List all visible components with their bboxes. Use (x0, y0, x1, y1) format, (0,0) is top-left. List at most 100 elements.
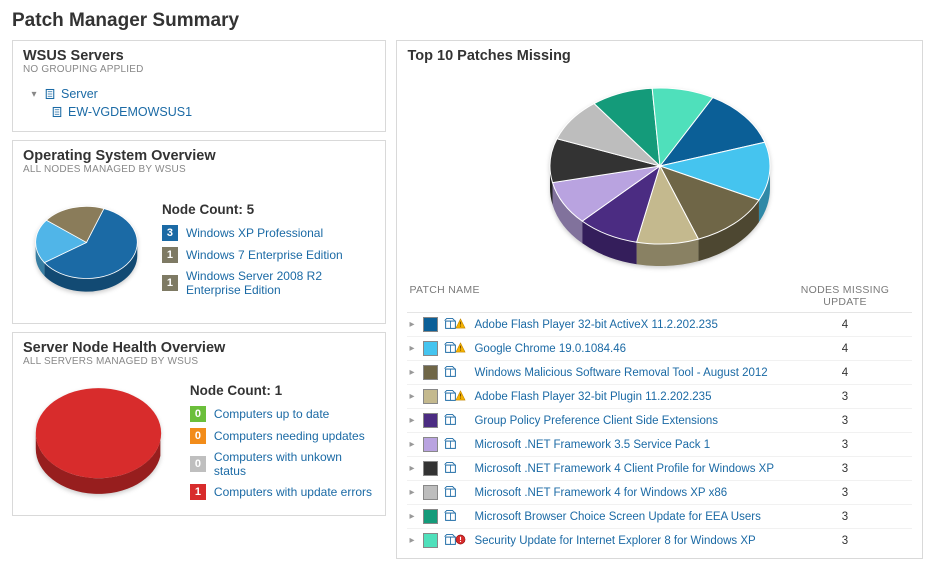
patch-row[interactable]: ▸ Adobe Flash Player 32-bit ActiveX 11.2.… (407, 313, 912, 337)
patches-pie-chart (530, 82, 790, 272)
expand-caret-icon[interactable]: ▸ (409, 343, 417, 354)
health-legend: Node Count: 1 0 Computers up to date 0 Comp… (190, 383, 374, 500)
warning-icon (458, 390, 466, 404)
health-item-row: 0 Computers needing updates (190, 428, 374, 444)
patches-panel-header: Top 10 Patches Missing (397, 41, 922, 68)
os-panel-subtitle: ALL NODES MANAGED BY WSUS (23, 164, 375, 175)
expand-caret-icon[interactable]: ▸ (409, 511, 417, 522)
caret-down-icon[interactable]: ▾ (29, 89, 39, 100)
os-node-count: Node Count: 5 (162, 202, 374, 217)
left-column: WSUS Servers NO GROUPING APPLIED ▾ Serve… (12, 40, 386, 559)
os-item-label[interactable]: Windows Server 2008 R2 Enterprise Editio… (186, 269, 374, 297)
patches-panel: Top 10 Patches Missing PATCH NAME NODES … (396, 40, 923, 559)
expand-caret-icon[interactable]: ▸ (409, 463, 417, 474)
patch-row[interactable]: ▸ Microsoft Browser Choice Screen Update … (407, 505, 912, 529)
patches-table-body: ▸ Adobe Flash Player 32-bit ActiveX 11.2.… (407, 313, 912, 552)
health-panel-subtitle: ALL SERVERS MANAGED BY WSUS (23, 356, 375, 367)
os-item-row: 1 Windows 7 Enterprise Edition (162, 247, 374, 263)
health-panel: Server Node Health Overview ALL SERVERS … (12, 332, 386, 516)
patch-name-link[interactable]: Microsoft .NET Framework 4 Client Profil… (474, 463, 774, 475)
expand-caret-icon[interactable]: ▸ (409, 415, 417, 426)
patch-name-link[interactable]: Group Policy Preference Client Side Exte… (474, 415, 774, 427)
patch-row[interactable]: ▸ Microsoft .NET Framework 4 Client Profi… (407, 457, 912, 481)
os-item-badge: 1 (162, 247, 178, 263)
page-title: Patch Manager Summary (12, 10, 923, 32)
health-item-badge: 1 (190, 484, 206, 500)
health-item-label[interactable]: Computers with unkown status (214, 450, 374, 478)
health-panel-title: Server Node Health Overview (23, 340, 375, 356)
patch-row[interactable]: ▸ Adobe Flash Player 32-bit Plugin 11.2.2… (407, 385, 912, 409)
patch-missing-count: 4 (780, 319, 910, 331)
patch-row[interactable]: ▸ Windows Malicious Software Removal Tool… (407, 361, 912, 385)
patch-missing-count: 3 (780, 415, 910, 427)
health-item-row: 0 Computers with unkown status (190, 450, 374, 478)
patch-row[interactable]: ▸ Microsoft .NET Framework 4 for Windows … (407, 481, 912, 505)
health-node-count: Node Count: 1 (190, 383, 374, 398)
patch-row[interactable]: ▸ Security Update for Internet Explorer 8… (407, 529, 912, 552)
patch-name-link[interactable]: Microsoft Browser Choice Screen Update f… (474, 511, 774, 523)
patch-missing-count: 3 (780, 463, 910, 475)
patch-name-link[interactable]: Microsoft .NET Framework 3.5 Service Pac… (474, 439, 774, 451)
os-item-badge: 3 (162, 225, 178, 241)
package-icon (444, 413, 457, 429)
health-item-label[interactable]: Computers needing updates (214, 429, 365, 443)
health-item-row: 0 Computers up to date (190, 406, 374, 422)
health-item-badge: 0 (190, 428, 206, 444)
health-item-badge: 0 (190, 406, 206, 422)
package-icon (444, 461, 457, 477)
wsus-panel: WSUS Servers NO GROUPING APPLIED ▾ Serve… (12, 40, 386, 132)
os-item-label[interactable]: Windows 7 Enterprise Edition (186, 248, 343, 262)
health-panel-header: Server Node Health Overview ALL SERVERS … (13, 333, 385, 371)
patch-name-link[interactable]: Windows Malicious Software Removal Tool … (474, 367, 774, 379)
patch-missing-count: 4 (780, 367, 910, 379)
patch-name-link[interactable]: Google Chrome 19.0.1084.46 (474, 343, 774, 355)
patch-name-link[interactable]: Adobe Flash Player 32-bit ActiveX 11.2.2… (474, 319, 774, 331)
health-count-list: 0 Computers up to date 0 Computers needing … (190, 406, 374, 500)
patch-name-link[interactable]: Security Update for Internet Explorer 8 … (474, 535, 774, 547)
os-panel-title: Operating System Overview (23, 148, 375, 164)
patch-color-swatch (423, 509, 438, 524)
patch-status-icons (444, 533, 468, 549)
warning-icon (458, 342, 466, 356)
os-item-badge: 1 (162, 275, 178, 291)
patch-name-link[interactable]: Adobe Flash Player 32-bit Plugin 11.2.20… (474, 391, 774, 403)
wsus-panel-header: WSUS Servers NO GROUPING APPLIED (13, 41, 385, 79)
expand-caret-icon[interactable]: ▸ (409, 439, 417, 450)
expand-caret-icon[interactable]: ▸ (409, 391, 417, 402)
os-count-list: 3 Windows XP Professional 1 Windows 7 Enter… (162, 225, 374, 297)
tree-child-label[interactable]: EW-VGDEMOWSUS1 (68, 105, 192, 119)
patch-missing-count: 3 (780, 391, 910, 403)
tree-child-row[interactable]: EW-VGDEMOWSUS1 (51, 105, 375, 119)
health-item-badge: 0 (190, 456, 206, 472)
patches-panel-title: Top 10 Patches Missing (407, 48, 912, 64)
patch-missing-count: 3 (780, 439, 910, 451)
patch-row[interactable]: ▸Google Chrome 19.0.1084.464 (407, 337, 912, 361)
os-panel: Operating System Overview ALL NODES MANA… (12, 140, 386, 324)
os-item-label[interactable]: Windows XP Professional (186, 226, 323, 240)
os-item-row: 3 Windows XP Professional (162, 225, 374, 241)
health-item-label[interactable]: Computers with update errors (214, 485, 372, 499)
expand-caret-icon[interactable]: ▸ (409, 535, 417, 546)
expand-caret-icon[interactable]: ▸ (409, 487, 417, 498)
os-panel-body: Node Count: 5 3 Windows XP Professional 1W… (13, 179, 385, 323)
tree-root-label[interactable]: Server (61, 87, 98, 101)
expand-caret-icon[interactable]: ▸ (409, 319, 417, 330)
patch-missing-count: 3 (780, 511, 910, 523)
package-icon (444, 437, 457, 453)
health-item-label[interactable]: Computers up to date (214, 407, 329, 421)
health-item-row: 1 Computers with update errors (190, 484, 374, 500)
expand-caret-icon[interactable]: ▸ (409, 367, 417, 378)
dashboard-layout: WSUS Servers NO GROUPING APPLIED ▾ Serve… (12, 40, 923, 559)
th-patch-name: PATCH NAME (409, 284, 780, 308)
patch-row[interactable]: ▸ Microsoft .NET Framework 3.5 Service Pa… (407, 433, 912, 457)
health-pie-chart (25, 381, 172, 501)
patch-row[interactable]: ▸ Group Policy Preference Client Side Ext… (407, 409, 912, 433)
health-panel-body: Node Count: 1 0 Computers up to date 0 Comp… (13, 371, 385, 515)
patch-missing-count: 3 (780, 535, 910, 547)
wsus-panel-subtitle: NO GROUPING APPLIED (23, 64, 375, 75)
wsus-panel-body: ▾ Server EW-VGDEMOWSUS1 (13, 79, 385, 131)
package-icon (444, 365, 457, 381)
patch-name-link[interactable]: Microsoft .NET Framework 4 for Windows X… (474, 487, 774, 499)
os-pie-chart (25, 189, 148, 309)
tree-root-row[interactable]: ▾ Server (29, 87, 375, 101)
